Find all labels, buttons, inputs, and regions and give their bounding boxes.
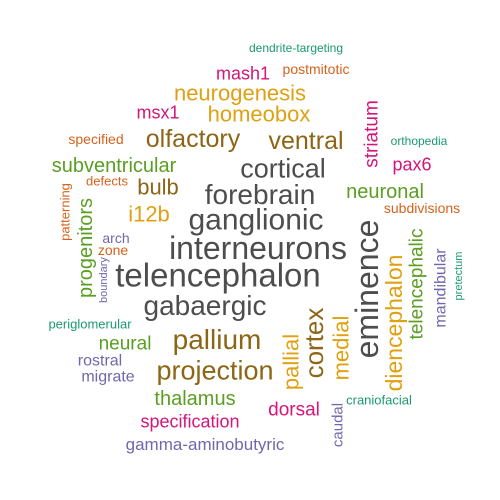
word-migrate: migrate <box>81 369 134 386</box>
word-thalamus: thalamus <box>154 388 235 410</box>
word-msx1: msx1 <box>136 102 179 122</box>
word-interneurons: interneurons <box>169 230 347 266</box>
word-i12b: i12b <box>128 202 170 227</box>
word-arch: arch <box>102 230 129 246</box>
word-neurogenesis: neurogenesis <box>174 81 306 106</box>
word-olfactory: olfactory <box>146 125 241 153</box>
word-subdivisions: subdivisions <box>384 200 460 216</box>
word-caudal: caudal <box>329 403 346 447</box>
word-diencephalon: diencephalon <box>381 255 407 392</box>
word-pallium: pallium <box>173 324 262 355</box>
word-homeobox: homeobox <box>208 102 311 127</box>
word-ganglionic: ganglionic <box>188 204 323 237</box>
word-eminence: eminence <box>349 220 385 359</box>
word-mash1: mash1 <box>216 63 270 83</box>
word-boundary: boundary <box>98 257 110 303</box>
word-dendrite-targeting: dendrite-targeting <box>249 41 343 55</box>
word-cortical: cortical <box>240 153 326 183</box>
word-telencephalic: telencephalic <box>407 229 428 340</box>
word-gabaergic: gabaergic <box>144 290 267 321</box>
word-bulb: bulb <box>137 175 179 200</box>
word-specification: specification <box>140 411 239 431</box>
word-orthopedia: orthopedia <box>391 134 448 148</box>
word-patterning: patterning <box>58 183 73 241</box>
word-striatum: striatum <box>362 100 383 168</box>
word-rostral: rostral <box>78 353 122 370</box>
word-zone: zone <box>98 242 129 258</box>
word-gamma-aminobutyric: gamma-aminobutyric <box>126 435 285 454</box>
word-cortex: cortex <box>299 308 329 379</box>
word-ventral: ventral <box>268 127 343 155</box>
word-projection: projection <box>156 355 273 385</box>
word-medial: medial <box>329 316 354 381</box>
word-neuronal: neuronal <box>346 181 424 203</box>
word-craniofacial: craniofacial <box>346 393 412 408</box>
word-dorsal: dorsal <box>268 400 320 421</box>
word-pallial: pallial <box>279 334 304 390</box>
word-defects: defects <box>86 174 128 189</box>
word-specified: specified <box>68 131 123 147</box>
word-pretectum: pretectum <box>453 252 465 301</box>
word-telencephalon: telencephalon <box>115 257 321 294</box>
word-mandibular: mandibular <box>433 248 450 328</box>
word-subventricular: subventricular <box>52 155 177 177</box>
word-pax6: pax6 <box>392 154 431 174</box>
word-progenitors: progenitors <box>75 198 97 298</box>
word-periglomerular: periglomerular <box>48 317 132 332</box>
word-postmitotic: postmitotic <box>283 61 350 77</box>
word-neural: neural <box>99 334 152 355</box>
word-forebrain: forebrain <box>205 179 316 210</box>
